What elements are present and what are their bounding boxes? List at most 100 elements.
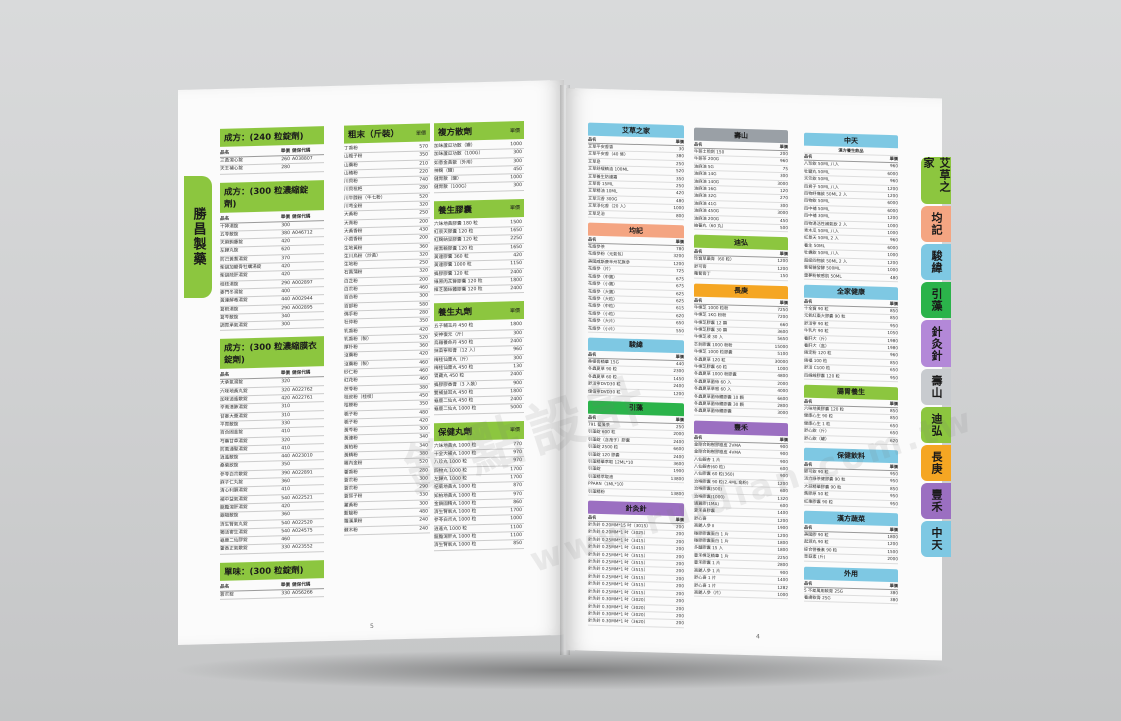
table-cell: 樟芝菌絲體膠囊 120 粒 <box>434 287 483 294</box>
table-cell: 1282 <box>777 584 788 590</box>
table-row: 養膚軟膏 25G 380 <box>804 594 898 605</box>
table-cell: 6600 <box>673 446 684 452</box>
left-column-1: 成方：(240 粒錠劑) 品名 單價 健保代碼 三黃瀉心錠 260 A038807 天王補心錠… <box>220 126 324 608</box>
table-cell: 460 <box>281 537 290 543</box>
table-cell: 850 <box>513 541 522 547</box>
table-cell: 芍藥甘草湯錠 <box>220 438 248 445</box>
table-cell: 3600 <box>777 328 788 335</box>
column-header: 單價 <box>675 353 684 360</box>
table-cell <box>292 510 324 518</box>
column-header: 單價 <box>889 527 898 533</box>
table-cell: 1900 <box>777 525 788 531</box>
table-cell: 420 <box>281 272 290 278</box>
table-cell: 300 <box>513 330 522 336</box>
section-title: 成方：(240 粒錠劑) <box>220 126 324 147</box>
section-title-text: 成方：(300 粒濃縮膜衣錠劑) <box>224 341 317 367</box>
table-cell: 5100 <box>777 351 788 357</box>
price-section: 艾草之家 品名 單價 艾草平安香香 30 艾草平安香（40 條） 380 艾草皂 250 艾草舒緩… <box>588 122 684 221</box>
price-section: 單味：(300 粒錠劑) 品名 單價 健保代碼 蒼朮錠 330 A056266 <box>220 559 324 600</box>
table-cell: 2400 <box>510 372 522 378</box>
section-title-text: 成方：(240 粒錠劑) <box>224 131 304 144</box>
table-cell: 320 <box>419 252 428 258</box>
table-cell: 1000 <box>510 516 522 522</box>
table-cell: 1900 <box>673 468 684 474</box>
table-cell: 300 <box>513 150 522 156</box>
table-cell: 龍膽瀉肝湯錠 <box>220 505 248 511</box>
table-cell: 桂枝湯錠 <box>220 282 239 288</box>
table-cell: A046712 <box>292 230 313 236</box>
table-cell: 725 <box>676 268 684 274</box>
table-cell: 2000 <box>673 431 684 437</box>
column-header: 單價 <box>280 582 290 588</box>
table-cell: 420 <box>281 396 290 402</box>
table-cell: 辛夷清肺湯錠 <box>220 405 248 412</box>
page-number: 5 <box>370 622 374 630</box>
table-cell: 調胃承氣湯錠 <box>220 323 248 330</box>
table-row: 蒼朮錠 330 A056266 <box>220 588 324 600</box>
table-cell <box>292 287 324 295</box>
table-cell: 濟生腎氣丸錠 <box>220 521 248 528</box>
table-cell: 960 <box>780 158 788 164</box>
price-label: 單價 <box>415 130 426 137</box>
price-section: 養生膠囊 單價 六味地黃膠囊 180 粒 1500 紅景天膠囊 120 粒 1650 紅麴納… <box>434 198 524 296</box>
table-cell: 460 <box>419 285 428 291</box>
table-cell: 220 <box>419 169 428 175</box>
table-cell: 1980 <box>887 344 898 351</box>
table-cell: 410 <box>281 487 290 493</box>
table-cell: A002944 <box>292 296 313 303</box>
table-cell: 5650 <box>777 336 788 342</box>
table-cell: 300 <box>513 355 522 361</box>
column-header: 單價 <box>280 371 290 377</box>
table-cell: 300 <box>281 322 290 328</box>
column-header: 單價 <box>779 251 788 257</box>
price-section: 外用 品名 單價 5 不差萬用軟膏 25G 380 養膚軟膏 25G 380 <box>804 566 898 605</box>
table-row: 艾草足浴 800 <box>588 210 684 221</box>
table-cell: 350 <box>281 462 290 468</box>
table-cell: 615 <box>676 305 684 311</box>
table-cell: 330 <box>281 421 290 427</box>
table-row: 藿香正氣散錠 330 A023552 <box>220 543 324 555</box>
table-row: 四線線膠囊 120 粒 950 <box>804 372 898 383</box>
table-cell: 1050 <box>887 330 898 336</box>
table-cell: 290 <box>281 305 290 311</box>
table-row: 雷夢粉敏感肌 50ML 480 <box>804 272 898 283</box>
table-cell: 350 <box>419 401 428 407</box>
table-row: 冬蟲夏草菌絲體膠囊 3000 <box>694 407 788 418</box>
table-cell: 平胃散錠 <box>220 422 239 428</box>
table-cell: A022521 <box>292 495 313 501</box>
table-cell: 460 <box>419 368 428 374</box>
table-row: 蘿蔔膏丁 150 <box>694 270 788 281</box>
table-cell: 360 <box>419 343 428 349</box>
table-cell: 紅棗膠囊 90 粒 <box>804 498 833 505</box>
table-cell: 420 <box>676 190 684 196</box>
column-header: 單價 <box>675 239 684 245</box>
price-label: 單價 <box>509 307 520 315</box>
section-title: 粗末（斤裝） 單價 <box>344 123 430 144</box>
table-cell: 520 <box>676 168 684 174</box>
section-title-text: 成方：(300 粒濃縮錠劑) <box>224 185 309 210</box>
table-cell: 葛根湯錠 <box>220 306 239 313</box>
table-cell: 330 <box>281 545 290 551</box>
table-cell: 675 <box>676 275 684 281</box>
table-cell: 390 <box>281 470 290 477</box>
column-header: 品名 <box>220 216 230 222</box>
table-row: 蘇木粉 240 <box>344 525 430 536</box>
price-section: 壽山 品名 單價 牛蒡土煎劑 150 200 牛蒡茶 200G 960 油麻油 5G 75 油麻油… <box>694 127 788 233</box>
table-cell: 200 <box>676 598 684 604</box>
table-cell: 200 <box>676 583 684 589</box>
table-cell: 440 <box>281 454 290 460</box>
section-tab: 壽山 <box>921 369 951 405</box>
table-cell: 天王補心錠 <box>220 166 243 173</box>
table-cell: 950 <box>890 471 898 477</box>
table-cell: 320 <box>281 387 290 394</box>
column-header: 單價 <box>280 214 290 220</box>
table-cell: 280 <box>419 185 428 192</box>
column-header: 健保代碼 <box>292 582 311 588</box>
table-cell <box>292 378 324 386</box>
table-cell: 2400 <box>673 438 684 445</box>
table-cell: 1500 <box>887 548 898 555</box>
table-cell: 480 <box>676 197 684 204</box>
table-cell: 870 <box>513 483 522 489</box>
table-cell: 6000 <box>887 207 898 214</box>
table-row: 天王補心錠 280 <box>220 163 324 175</box>
